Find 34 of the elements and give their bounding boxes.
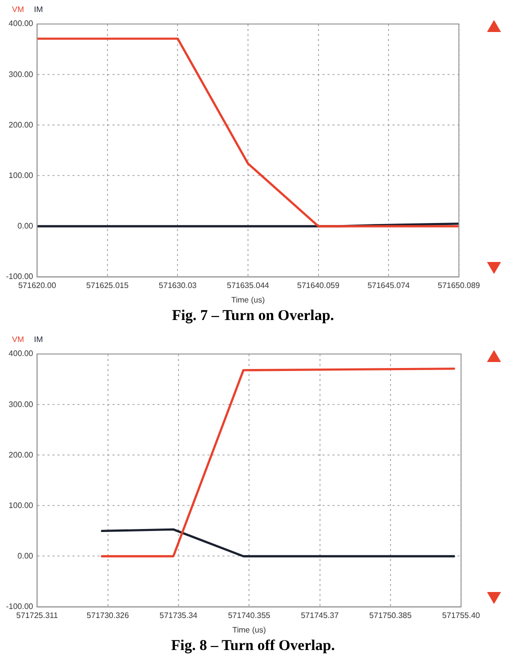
- x-tick-label: 571640.059: [297, 280, 340, 290]
- y-tick-label: 400.00: [8, 19, 34, 28]
- x-tick-label: 571750.385: [369, 610, 412, 620]
- x-tick-label: 571620.00: [18, 280, 57, 290]
- x-tick-label: 571730.326: [86, 610, 130, 620]
- text: IM: [34, 335, 44, 344]
- y-tick-label: 200.00: [8, 120, 34, 130]
- x-axis-title: Time (us): [231, 295, 266, 304]
- y-tick-label: 100.00: [8, 500, 34, 510]
- x-tick-label: 571635.044: [226, 280, 270, 290]
- y-tick-label: 400.00: [8, 349, 34, 358]
- y-tick-label: 100.00: [8, 170, 34, 180]
- caption: Fig. 7 – Turn on Overlap.: [170, 308, 336, 326]
- caption: Fig. 8 – Turn off Overlap.: [170, 638, 336, 656]
- x-tick-label: 571725.311: [16, 610, 59, 620]
- x-tick-label: 571735.34: [160, 610, 198, 620]
- y-tick-label: -100.00: [6, 272, 34, 282]
- y-tick-label: 0.00: [18, 551, 34, 560]
- x-tick-label: 571740.355: [228, 610, 271, 620]
- text: VM: [12, 5, 24, 14]
- y-tick-label: 0.00: [18, 221, 34, 230]
- y-tick-label: -100.00: [6, 602, 34, 612]
- x-tick-label: 571650.089: [438, 280, 481, 290]
- text: IM: [34, 5, 44, 14]
- y-tick-label: 300.00: [8, 70, 34, 79]
- x-tick-label: 571630.03: [158, 280, 198, 290]
- y-tick-label: 300.00: [8, 400, 34, 409]
- x-axis-title: Time (us): [232, 625, 266, 634]
- y-tick-label: 200.00: [8, 450, 34, 460]
- x-tick-label: 571625.015: [86, 280, 130, 290]
- x-tick-label: 571645.074: [367, 280, 410, 290]
- text: VM: [12, 335, 24, 344]
- x-tick-label: 571755.40: [442, 610, 481, 620]
- x-tick-label: 571745.37: [300, 610, 340, 620]
